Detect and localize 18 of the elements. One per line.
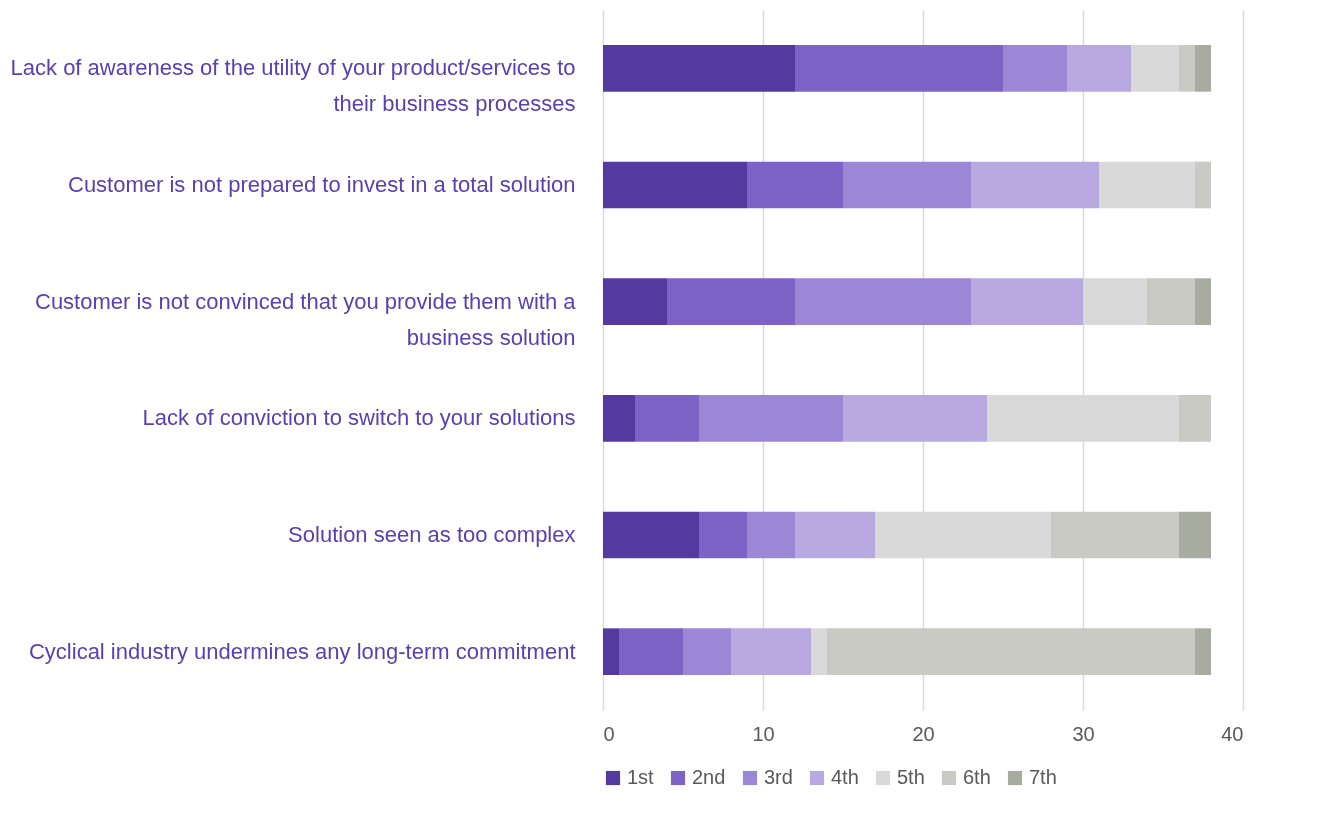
legend-label: 3rd [764, 766, 793, 788]
legend-label: 7th [1029, 766, 1057, 788]
x-tick-label: 20 [912, 722, 935, 745]
x-tick-label: 40 [1221, 722, 1244, 745]
y-tick-label: Solution seen as too complex [288, 522, 576, 547]
y-tick-label: Customer is not prepared to invest in a total solution [68, 172, 576, 197]
y-tick-label: Customer is not convinced that you provide them with a business solution [35, 288, 577, 350]
legend-label: 1st [627, 766, 655, 788]
x-tick-label: 10 [752, 722, 775, 745]
legend-label: 6th [963, 766, 991, 788]
y-tick-label: Lack of conviction to switch to your solutions [142, 405, 576, 431]
legend-label: 2nd [692, 766, 726, 788]
x-tick-label: 30 [1072, 722, 1095, 745]
x-tick-label: 0 [603, 722, 615, 745]
y-tick-label: Cyclical industry undermines any long-term commitment [28, 638, 576, 664]
legend-label: 5th [897, 766, 925, 788]
legend-label: 4th [831, 766, 859, 788]
y-tick-label: Lack of awareness of the utility of your product/services to their business processes [10, 55, 576, 117]
